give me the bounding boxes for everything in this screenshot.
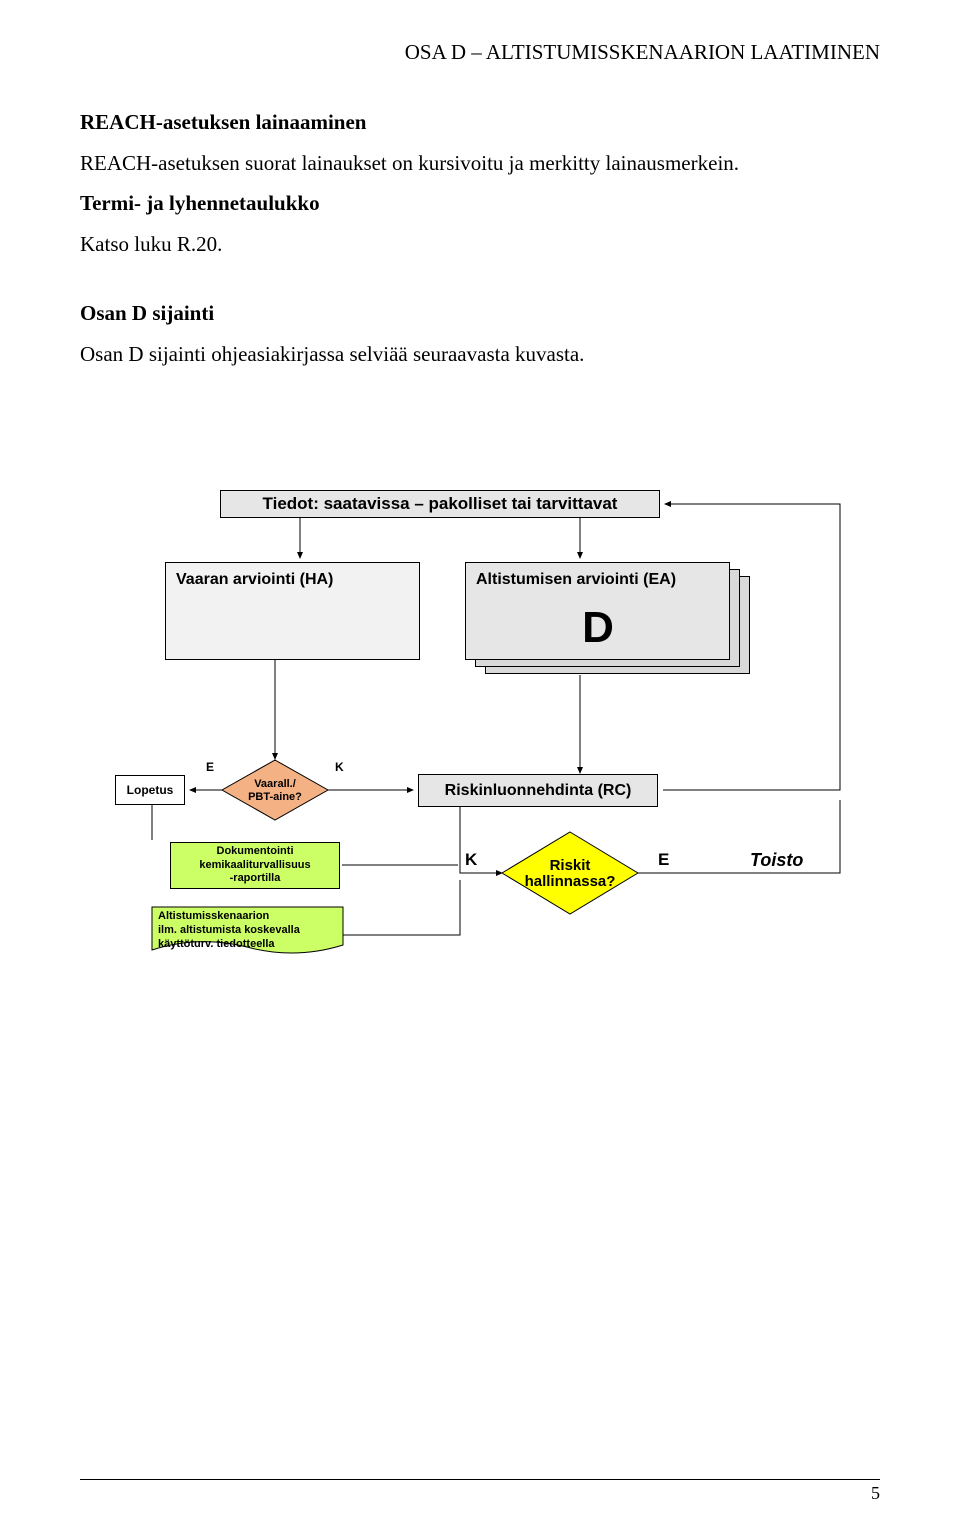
ea-stack: Altistumisen arviointi (EA) D bbox=[465, 562, 750, 677]
heading-reach: REACH-asetuksen lainaaminen bbox=[80, 110, 880, 135]
pbt-e-label: E bbox=[206, 760, 214, 774]
heading-osan-d: Osan D sijainti bbox=[80, 301, 880, 326]
doc-box: Dokumentointi kemikaaliturvallisuus -rap… bbox=[170, 842, 340, 889]
risk-l1: Riskit bbox=[550, 857, 591, 874]
flowchart-connectors bbox=[110, 490, 870, 960]
pbt-diamond: Vaarall./ PBT-aine? bbox=[220, 758, 330, 822]
toisto-label: Toisto bbox=[750, 850, 803, 871]
rc-box: Riskinluonnehdinta (RC) bbox=[418, 774, 658, 807]
note-l3: käyttöturv. tiedotteella bbox=[158, 938, 300, 952]
doc-l3: -raportilla bbox=[199, 872, 310, 886]
note-l2: ilm. altistumista koskevalla bbox=[158, 924, 300, 938]
page-footer-rule bbox=[80, 1479, 880, 1480]
lopetus-box: Lopetus bbox=[115, 775, 185, 805]
paragraph-reach: REACH-asetuksen suorat lainaukset on kur… bbox=[80, 149, 880, 177]
ha-box: Vaaran arviointi (HA) bbox=[165, 562, 420, 660]
info-banner: Tiedot: saatavissa – pakolliset tai tarv… bbox=[220, 490, 660, 518]
risk-l2: hallinnassa? bbox=[525, 873, 616, 890]
risk-diamond: Riskit hallinnassa? bbox=[500, 830, 640, 916]
pbt-k-label: K bbox=[335, 760, 344, 774]
doc-l2: kemikaaliturvallisuus bbox=[199, 859, 310, 873]
page-number: 5 bbox=[871, 1483, 880, 1504]
pbt-l1: Vaarall./ bbox=[254, 778, 296, 790]
flowchart: Tiedot: saatavissa – pakolliset tai tarv… bbox=[110, 490, 870, 960]
ea-front-box: Altistumisen arviointi (EA) D bbox=[465, 562, 730, 660]
paragraph-termi: Katso luku R.20. bbox=[80, 230, 880, 258]
risk-e-label: E bbox=[658, 850, 669, 870]
note-l1: Altistumisskenaarion bbox=[158, 910, 300, 924]
risk-k-label: K bbox=[465, 850, 477, 870]
d-letter: D bbox=[573, 603, 623, 653]
paragraph-osan-d: Osan D sijainti ohjeasiakirjassa selviää… bbox=[80, 340, 880, 368]
ea-title: Altistumisen arviointi (EA) bbox=[476, 571, 676, 588]
page-header: OSA D – ALTISTUMISSKENAARION LAATIMINEN bbox=[405, 40, 880, 65]
doc-l1: Dokumentointi bbox=[199, 845, 310, 859]
heading-termi: Termi- ja lyhennetaulukko bbox=[80, 191, 880, 216]
note-shape: Altistumisskenaarion ilm. altistumista k… bbox=[150, 905, 345, 960]
page-body: REACH-asetuksen lainaaminen REACH-asetuk… bbox=[80, 110, 880, 382]
pbt-l2: PBT-aine? bbox=[248, 791, 302, 803]
